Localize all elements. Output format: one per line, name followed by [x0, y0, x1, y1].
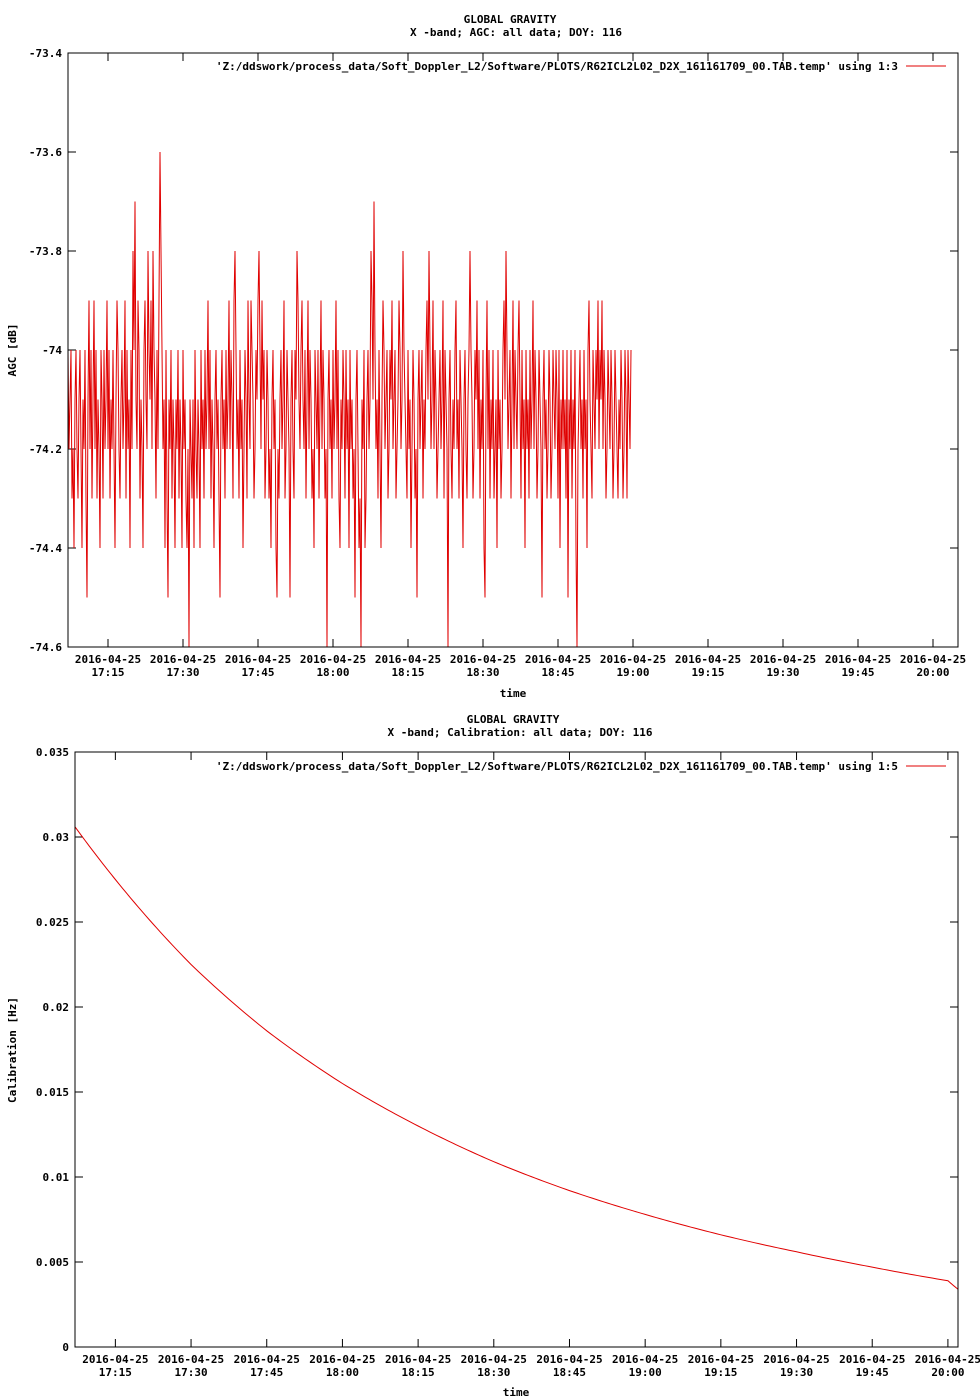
agc-series-line: [67, 151, 632, 648]
calibration-x-tick-date: 2016-04-25: [82, 1353, 148, 1366]
calibration-x-tick-time: 19:00: [629, 1366, 662, 1379]
agc-x-tick-date: 2016-04-25: [450, 653, 516, 666]
agc-y-tick-label: -74.6: [29, 641, 62, 654]
agc-y-tick-label: -74: [42, 344, 62, 357]
agc-x-tick-time: 20:00: [916, 666, 949, 679]
calibration-y-tick-label: 0: [62, 1341, 69, 1354]
agc-x-tick-date: 2016-04-25: [75, 653, 141, 666]
calibration-series-line: [74, 826, 959, 1290]
calibration-x-tick-time: 18:00: [326, 1366, 359, 1379]
calibration-x-tick-time: 19:15: [704, 1366, 737, 1379]
calibration-chart-title: GLOBAL GRAVITY: [467, 713, 560, 726]
calibration-legend-label: 'Z:/ddswork/process_data/Soft_Doppler_L2…: [216, 760, 898, 773]
agc-y-axis-label: AGC [dB]: [6, 324, 19, 377]
calibration-y-tick-label: 0.03: [43, 831, 70, 844]
agc-x-tick-time: 18:45: [541, 666, 574, 679]
agc-x-tick-time: 19:45: [841, 666, 874, 679]
calibration-y-tick-label: 0.035: [36, 746, 69, 759]
calibration-y-tick-label: 0.01: [43, 1171, 70, 1184]
calibration-y-tick-label: 0.015: [36, 1086, 69, 1099]
agc-y-tick-label: -73.6: [29, 146, 62, 159]
agc-plot-frame: [67, 52, 959, 648]
calibration-chart: GLOBAL GRAVITY X -band; Calibration: all…: [6, 713, 980, 1399]
calibration-y-tick-label: 0.025: [36, 916, 69, 929]
agc-y-ticks: -73.4 -73.6 -73.8 -74 -74.2 -74.4 -74.6: [29, 47, 958, 654]
calibration-x-tick-date: 2016-04-25: [234, 1353, 300, 1366]
agc-x-tick-time: 17:30: [166, 666, 199, 679]
agc-x-tick-date: 2016-04-25: [750, 653, 816, 666]
calibration-x-tick-date: 2016-04-25: [688, 1353, 754, 1366]
agc-x-tick-date: 2016-04-25: [525, 653, 591, 666]
calibration-chart-subtitle: X -band; Calibration: all data; DOY: 116: [388, 726, 653, 739]
agc-y-tick-label: -74.4: [29, 542, 62, 555]
calibration-x-tick-time: 18:45: [553, 1366, 586, 1379]
agc-x-tick-time: 17:45: [241, 666, 274, 679]
agc-x-tick-date: 2016-04-25: [900, 653, 966, 666]
agc-x-tick-time: 19:15: [691, 666, 724, 679]
calibration-x-tick-date: 2016-04-25: [536, 1353, 602, 1366]
agc-x-ticks: 2016-04-2517:152016-04-2517:302016-04-25…: [75, 53, 966, 679]
calibration-x-tick-date: 2016-04-25: [612, 1353, 678, 1366]
calibration-x-tick-time: 19:30: [780, 1366, 813, 1379]
calibration-x-tick-date: 2016-04-25: [158, 1353, 224, 1366]
calibration-x-tick-date: 2016-04-25: [385, 1353, 451, 1366]
calibration-x-tick-time: 17:45: [250, 1366, 283, 1379]
agc-chart-subtitle: X -band; AGC: all data; DOY: 116: [410, 26, 622, 39]
calibration-x-tick-date: 2016-04-25: [839, 1353, 905, 1366]
agc-x-tick-date: 2016-04-25: [675, 653, 741, 666]
calibration-y-tick-label: 0.02: [43, 1001, 70, 1014]
calibration-x-tick-time: 18:15: [402, 1366, 435, 1379]
agc-y-tick-label: -73.4: [29, 47, 62, 60]
agc-x-tick-time: 18:00: [316, 666, 349, 679]
calibration-x-tick-time: 17:15: [99, 1366, 132, 1379]
calibration-y-ticks: 0.035 0.03 0.025 0.02 0.015 0.01 0.005 0: [36, 746, 958, 1354]
agc-x-tick-time: 19:00: [616, 666, 649, 679]
calibration-x-tick-time: 18:30: [477, 1366, 510, 1379]
agc-x-tick-time: 19:30: [766, 666, 799, 679]
agc-chart: GLOBAL GRAVITY X -band; AGC: all data; D…: [6, 13, 966, 700]
agc-y-tick-label: -73.8: [29, 245, 62, 258]
calibration-x-tick-time: 20:00: [931, 1366, 964, 1379]
calibration-x-tick-time: 17:30: [174, 1366, 207, 1379]
agc-legend-label: 'Z:/ddswork/process_data/Soft_Doppler_L2…: [216, 60, 898, 73]
agc-x-tick-time: 18:15: [391, 666, 424, 679]
agc-chart-title: GLOBAL GRAVITY: [464, 13, 557, 26]
calibration-x-tick-date: 2016-04-25: [461, 1353, 527, 1366]
calibration-y-axis-label: Calibration [Hz]: [6, 997, 19, 1103]
calibration-x-tick-date: 2016-04-25: [915, 1353, 980, 1366]
calibration-y-tick-label: 0.005: [36, 1256, 69, 1269]
calibration-x-tick-date: 2016-04-25: [763, 1353, 829, 1366]
agc-x-axis-label: time: [500, 687, 527, 700]
agc-y-tick-label: -74.2: [29, 443, 62, 456]
agc-x-tick-time: 18:30: [466, 666, 499, 679]
calibration-x-axis-label: time: [503, 1386, 530, 1399]
agc-x-tick-date: 2016-04-25: [225, 653, 291, 666]
agc-x-tick-date: 2016-04-25: [150, 653, 216, 666]
agc-x-tick-date: 2016-04-25: [375, 653, 441, 666]
agc-x-tick-time: 17:15: [91, 666, 124, 679]
agc-x-tick-date: 2016-04-25: [600, 653, 666, 666]
calibration-x-tick-time: 19:45: [856, 1366, 889, 1379]
calibration-plot-frame: [74, 751, 959, 1348]
agc-x-tick-date: 2016-04-25: [825, 653, 891, 666]
calibration-x-ticks: 2016-04-2517:152016-04-2517:302016-04-25…: [82, 752, 980, 1379]
agc-x-tick-date: 2016-04-25: [300, 653, 366, 666]
calibration-x-tick-date: 2016-04-25: [309, 1353, 375, 1366]
